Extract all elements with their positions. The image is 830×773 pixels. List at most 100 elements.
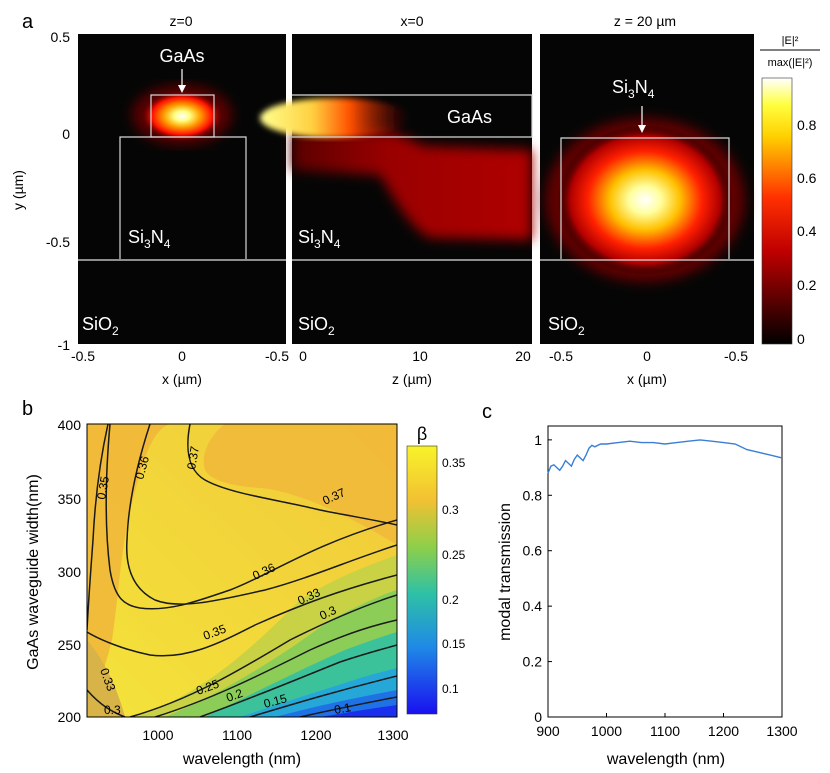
panel-a-plot-1-title: z=0 xyxy=(170,13,193,29)
panel-c-x-label: wavelength (nm) xyxy=(606,751,725,768)
y-tick: 0.4 xyxy=(523,598,543,614)
si3n4-arrow-head xyxy=(638,125,646,133)
x-tick: 1100 xyxy=(650,723,680,739)
colorbar-gradient xyxy=(406,445,438,715)
x-tick: 1000 xyxy=(142,727,173,743)
sio2-label: SiO2 xyxy=(548,314,585,338)
panel-b-colorbar: β 0.35 0.3 0.25 0.2 0.15 0.1 xyxy=(406,424,466,715)
x-tick: -0.5 xyxy=(265,348,289,364)
contour-label: 0.35 xyxy=(94,475,112,501)
y-tick: 350 xyxy=(58,491,82,507)
contour-label: 0.3 xyxy=(104,703,121,717)
contour-line xyxy=(187,424,397,526)
panel-a-plot-3: z = 20 µm Si3N4 SiO2 xyxy=(540,13,754,344)
colorbar-title-denominator: max(|E|²) xyxy=(768,57,813,69)
colorbar-title: β xyxy=(417,424,427,444)
contour-label: 0.2 xyxy=(224,686,245,705)
contour-line xyxy=(299,696,397,717)
x-label: x (µm) xyxy=(627,371,667,387)
y-tick: -0.5 xyxy=(46,234,70,250)
si3n4-label: Si3N4 xyxy=(298,227,341,251)
gaas-outline xyxy=(292,94,533,138)
x-tick: -0.5 xyxy=(724,348,748,364)
contour-line xyxy=(87,574,397,657)
heatmap-frame xyxy=(86,423,398,718)
colorbar-tick: 0.35 xyxy=(442,456,466,470)
x-tick: 0 xyxy=(643,348,651,364)
panel-label-c: c xyxy=(482,401,492,423)
panel-a-y-label: y (µm) xyxy=(10,170,26,210)
panel-c-y-label: modal transmission xyxy=(497,503,514,641)
x-tick: -0.5 xyxy=(549,348,573,364)
y-tick: 200 xyxy=(58,709,82,725)
contour-line xyxy=(249,675,397,717)
contour-line xyxy=(154,619,397,717)
gaas-arrow-head xyxy=(178,85,186,93)
x-tick: 1100 xyxy=(222,727,252,743)
panel-b-heatmap: 0.35 0.36 0.37 0.37 0.36 0.35 0.33 0.3 0… xyxy=(86,423,398,718)
contour-label: 0.15 xyxy=(262,691,288,711)
heatmap-zone xyxy=(87,640,125,717)
colorbar-tick: 0.3 xyxy=(442,503,459,517)
heatmap-zone xyxy=(320,705,397,717)
colorbar-tick: 0 xyxy=(797,331,805,347)
colorbar-title-numerator: |E|² xyxy=(782,35,799,47)
panel-b-x-label: wavelength (nm) xyxy=(182,751,301,768)
sio2-label: SiO2 xyxy=(298,314,335,338)
panel-a-x-axes: -0.5 0 -0.5 x (µm) 0 10 20 z (µm) -0.5 0… xyxy=(71,348,748,387)
colorbar-gradient xyxy=(761,77,793,345)
x-tick: 1000 xyxy=(591,723,622,739)
si3n4-outline xyxy=(119,136,247,259)
y-tick: 300 xyxy=(58,564,82,580)
panel-a-plot-2-title: x=0 xyxy=(401,13,424,29)
contour-label: 0.3 xyxy=(317,603,338,623)
colorbar-tick: 0.25 xyxy=(442,548,466,562)
si3n4-label: Si3N4 xyxy=(612,77,655,101)
y-tick: 1 xyxy=(534,432,542,448)
x-tick: 0 xyxy=(299,348,307,364)
y-tick: 0 xyxy=(534,709,542,725)
contour-label: 0.1 xyxy=(333,700,352,717)
contour-label: 0.36 xyxy=(132,454,152,480)
panel-a-plot-1: z=0 GaAs Si3N4 SiO2 xyxy=(78,13,286,344)
y-tick: 0 xyxy=(62,126,70,142)
x-tick: -0.5 xyxy=(71,348,95,364)
contour-line xyxy=(87,424,109,631)
y-tick: 0.6 xyxy=(523,543,543,559)
panel-b-y-label: GaAs waveguide width(nm) xyxy=(25,474,42,670)
gaas-label: GaAs xyxy=(159,46,204,66)
gaas-label: GaAs xyxy=(447,107,492,127)
si3n4-label: Si3N4 xyxy=(128,227,171,251)
y-tick: 0.2 xyxy=(523,654,543,670)
y-tick: 0.5 xyxy=(51,29,71,45)
colorbar-tick: 0.2 xyxy=(797,277,817,293)
contour-line xyxy=(126,424,397,605)
x-tick: 1300 xyxy=(377,727,408,743)
y-tick: 0.8 xyxy=(523,487,543,503)
panel-a-plot-2: x=0 GaAs Si3N4 SiO2 xyxy=(260,13,533,344)
panel-b-axes: 400 350 300 250 200 GaAs waveguide width… xyxy=(25,417,409,768)
panel-a-plot-3-title: z = 20 µm xyxy=(614,13,676,29)
colorbar-tick: 0.6 xyxy=(797,170,817,186)
y-tick: -1 xyxy=(58,337,71,353)
colorbar-tick: 0.2 xyxy=(442,593,459,607)
panel-label-a: a xyxy=(22,11,34,33)
y-tick: 250 xyxy=(58,637,82,653)
contour-line xyxy=(87,689,126,717)
si3n4-outline xyxy=(560,137,730,259)
field-spot xyxy=(557,125,733,275)
heatmap-zone xyxy=(87,424,170,710)
x-tick: 1200 xyxy=(708,723,739,739)
x-tick: 900 xyxy=(536,723,560,739)
x-tick: 1200 xyxy=(300,727,331,743)
colorbar-tick: 0.4 xyxy=(797,223,817,239)
contour-line xyxy=(199,644,397,717)
x-tick: 20 xyxy=(515,348,531,364)
colorbar-tick: 0.8 xyxy=(797,117,817,133)
sio2-label: SiO2 xyxy=(82,314,119,338)
contour-label: 0.37 xyxy=(184,445,202,471)
x-tick: 10 xyxy=(412,348,428,364)
contour-line xyxy=(105,424,397,610)
transmission-series-line xyxy=(547,439,783,474)
